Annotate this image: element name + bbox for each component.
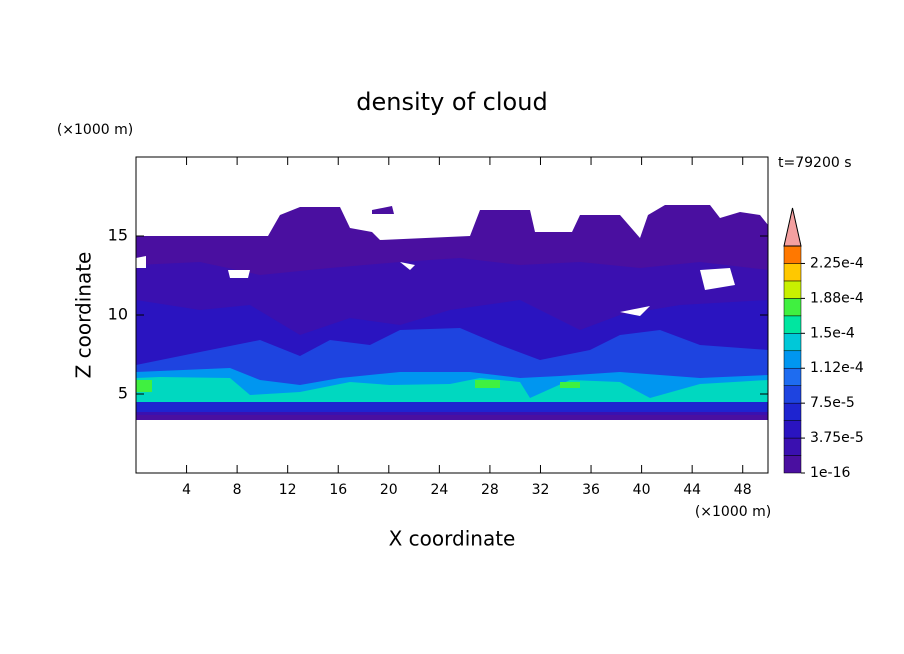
x-tick-label: 24 — [430, 482, 448, 498]
colorbar-swatch — [783, 385, 802, 404]
field-layer — [372, 206, 394, 214]
y-axis-label: Z coordinate — [72, 252, 96, 379]
colorbar-swatch — [783, 420, 802, 439]
contour-field — [136, 205, 768, 420]
colorbar-tick-label: 2.25e-4 — [810, 255, 864, 271]
x-tick-label: 48 — [734, 482, 752, 498]
colorbar-tick-label: 1.88e-4 — [810, 290, 864, 306]
colorbar-tick-label: 1e-16 — [810, 465, 850, 481]
colorbar-tick-label: 3.75e-5 — [810, 430, 864, 446]
colorbar-swatch — [783, 280, 802, 299]
y-tick-label: 10 — [108, 305, 128, 324]
colorbar-swatch — [783, 298, 802, 317]
x-tick-label: 32 — [532, 482, 550, 498]
x-tick-label: 8 — [233, 482, 242, 498]
colorbar-tick-label: 1.12e-4 — [810, 360, 864, 376]
colorbar-swatch — [783, 350, 802, 369]
time-label: t=79200 s — [778, 155, 852, 171]
x-axis-label: X coordinate — [389, 527, 516, 551]
x-tick-label: 16 — [329, 482, 347, 498]
x-tick-label: 20 — [380, 482, 398, 498]
colorbar-swatch — [783, 367, 802, 386]
y-tick-label: 5 — [118, 384, 128, 403]
colorbar-tick-label: 7.5e-5 — [810, 395, 855, 411]
x-unit: (×1000 m) — [695, 504, 771, 520]
y-tick-label: 15 — [108, 226, 128, 245]
x-tick-label: 44 — [683, 482, 701, 498]
x-tick-label: 36 — [582, 482, 600, 498]
y-unit: (×1000 m) — [57, 122, 133, 138]
x-tick-label: 40 — [633, 482, 651, 498]
colorbar-swatch — [783, 402, 802, 421]
x-tick-label: 4 — [182, 482, 191, 498]
field-layer — [136, 380, 580, 392]
field-layer — [136, 402, 768, 412]
colorbar-extend — [783, 207, 802, 247]
colorbar-swatch — [783, 333, 802, 352]
x-tick-label: 12 — [279, 482, 297, 498]
colorbar-swatch — [783, 263, 802, 282]
colorbar-swatch — [783, 245, 802, 264]
chart-title: density of cloud — [356, 88, 547, 116]
colorbar-swatch — [783, 437, 802, 456]
field-layer — [136, 377, 768, 402]
colorbar-swatch — [783, 315, 802, 334]
colorbar-tick-label: 1.5e-4 — [810, 325, 855, 341]
x-tick-label: 28 — [481, 482, 499, 498]
colorbar-swatch — [783, 455, 802, 474]
